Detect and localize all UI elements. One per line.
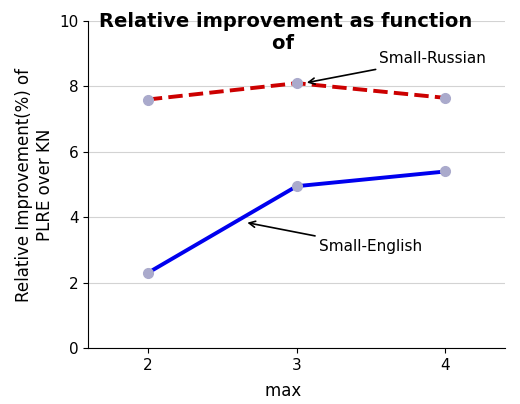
Text: Relative improvement as function
of: Relative improvement as function of bbox=[99, 12, 473, 53]
Text: Small-Russian: Small-Russian bbox=[309, 51, 485, 84]
Y-axis label: Relative Improvement(%) of
PLRE over KN: Relative Improvement(%) of PLRE over KN bbox=[15, 67, 54, 301]
Text: max: max bbox=[265, 382, 307, 400]
Text: Small-English: Small-English bbox=[249, 221, 422, 254]
